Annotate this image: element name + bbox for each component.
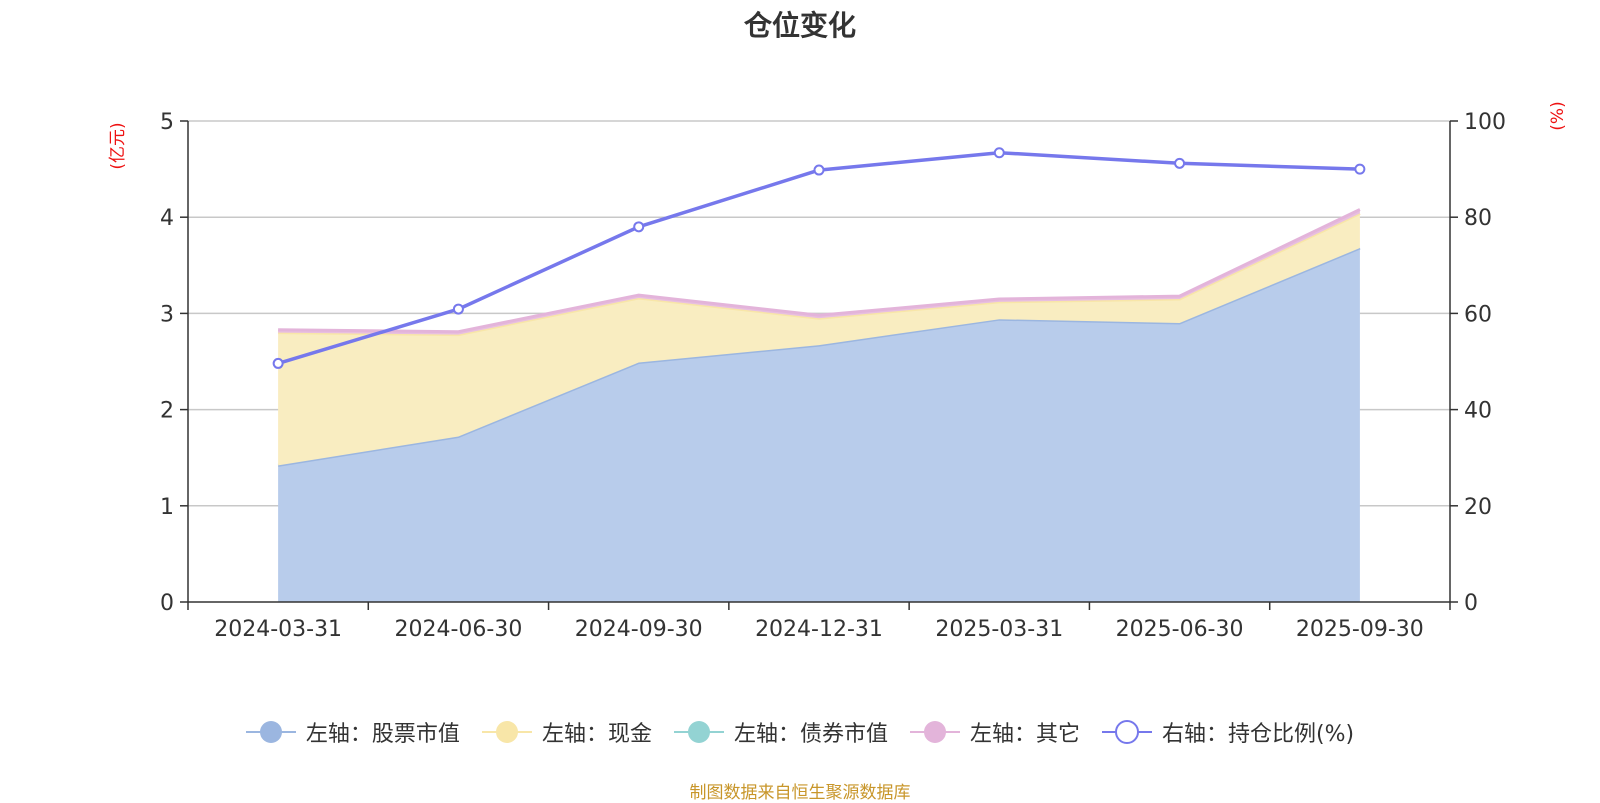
legend-label: 左轴：其它 <box>969 722 1080 747</box>
legend-item[interactable]: 左轴：现金 <box>481 716 652 748</box>
chart-title: 仓位变化 <box>743 9 856 42</box>
legend-label: 右轴：持仓比例(%) <box>1161 722 1355 747</box>
legend-item[interactable]: 右轴：持仓比例(%) <box>1101 716 1355 748</box>
legend-marker-icon <box>481 721 532 743</box>
line-point <box>993 147 1005 159</box>
line-point <box>272 357 284 369</box>
x-tick-label: 2025-03-31 <box>935 617 1063 642</box>
left-tick-label: 0 <box>160 591 174 616</box>
legend-item[interactable]: 左轴：债券市值 <box>673 716 888 748</box>
legend-marker-icon <box>909 721 960 743</box>
x-tick-label: 2025-09-30 <box>1296 617 1424 642</box>
right-axis-label: (%) <box>1548 101 1568 130</box>
legend-label: 左轴：股票市值 <box>305 722 460 747</box>
legend-label: 左轴：债券市值 <box>733 722 888 747</box>
legend: 左轴：股票市值 左轴：现金 左轴：债券市值 左轴：其它 右轴：持仓比例(%) <box>0 716 1600 748</box>
left-tick-label: 2 <box>160 399 174 424</box>
right-tick-label: 0 <box>1464 591 1478 616</box>
right-tick-label: 100 <box>1464 110 1506 135</box>
x-tick-label: 2024-09-30 <box>575 617 703 642</box>
right-tick-label: 40 <box>1464 399 1492 424</box>
left-tick-label: 1 <box>160 495 174 520</box>
line-point <box>1174 157 1186 169</box>
area-series-1 <box>278 213 1360 466</box>
area-line-series-3 <box>278 208 1361 334</box>
legend-item[interactable]: 左轴：股票市值 <box>245 716 460 748</box>
left-tick-label: 4 <box>160 206 174 231</box>
x-tick-label: 2024-06-30 <box>394 617 522 642</box>
line-point <box>452 303 464 315</box>
legend-item[interactable]: 左轴：其它 <box>909 716 1080 748</box>
line-point <box>813 164 825 176</box>
legend-label: 左轴：现金 <box>541 722 652 747</box>
right-tick-label: 80 <box>1464 206 1492 231</box>
x-tick-label: 2024-03-31 <box>214 617 342 642</box>
right-tick-label: 20 <box>1464 495 1492 520</box>
left-tick-label: 3 <box>160 302 174 327</box>
legend-marker-icon <box>673 721 724 743</box>
left-tick-label: 5 <box>160 110 174 135</box>
right-tick-label: 60 <box>1464 302 1492 327</box>
legend-marker-icon <box>1101 720 1152 744</box>
source-note: 制图数据来自恒生聚源数据库 <box>689 783 911 803</box>
x-tick-label: 2025-06-30 <box>1116 617 1244 642</box>
left-axis-label: (亿元) <box>108 122 128 169</box>
line-point <box>633 221 645 233</box>
area-series-0 <box>278 248 1360 602</box>
legend-marker-icon <box>245 721 296 743</box>
x-tick-label: 2024-12-31 <box>755 617 883 642</box>
line-point <box>1354 163 1366 175</box>
